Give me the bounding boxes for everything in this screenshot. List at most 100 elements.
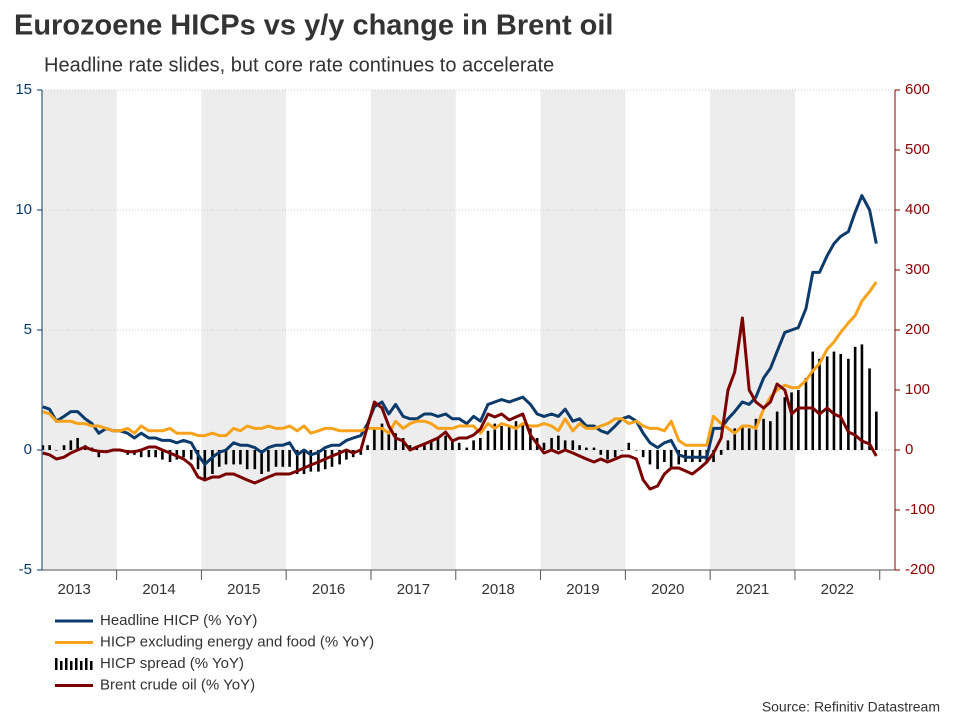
spread-bar: [599, 450, 603, 455]
x-tick-label: 2016: [312, 581, 345, 598]
spread-bar: [457, 442, 461, 450]
spread-bar: [380, 423, 384, 450]
y2-tick-label: 100: [905, 381, 930, 398]
spread-bar: [97, 450, 101, 458]
spread-bar: [762, 418, 765, 450]
spread-bar: [465, 447, 469, 450]
spread-bar: [775, 411, 779, 450]
spread-bar: [875, 411, 878, 450]
y-tick-label: 15: [15, 81, 32, 98]
spread-bar: [394, 433, 397, 450]
spread-bar: [139, 450, 143, 458]
spread-bar: [832, 351, 836, 450]
x-tick-label: 2022: [821, 581, 854, 598]
spread-bar: [281, 450, 285, 467]
spread-bar: [563, 440, 567, 450]
spread-bar: [196, 450, 200, 470]
spread-bar: [302, 450, 306, 474]
y2-tick-label: 500: [905, 141, 930, 158]
spread-bar: [811, 351, 815, 450]
spread-bar: [726, 440, 730, 450]
spread-bar: [345, 450, 348, 460]
spread-bar: [500, 426, 503, 450]
spread-bar: [232, 450, 235, 465]
y2-tick-label: -200: [905, 561, 935, 578]
spread-bar: [41, 445, 45, 450]
x-tick-label: 2014: [142, 581, 175, 598]
spread-bar: [423, 442, 426, 450]
y2-tick-label: 300: [905, 261, 930, 278]
spread-bar: [669, 450, 673, 470]
x-tick-label: 2021: [736, 581, 769, 598]
spread-bar: [211, 450, 214, 474]
spread-bar: [274, 450, 278, 467]
spread-bar: [189, 450, 193, 460]
spread-bar: [741, 426, 744, 450]
spread-bar: [444, 435, 447, 450]
spread-bar: [754, 418, 758, 450]
spread-bar: [76, 438, 79, 450]
spread-bar: [860, 344, 864, 450]
spread-bar: [769, 421, 772, 450]
spread-bar: [557, 435, 560, 450]
legend-swatch: [85, 658, 88, 670]
spread-bar: [818, 358, 821, 450]
spread-bar: [267, 450, 270, 472]
spread-bar: [48, 445, 51, 450]
year-band: [710, 90, 795, 570]
x-tick-label: 2018: [481, 581, 514, 598]
spread-bar: [309, 450, 313, 472]
spread-bar: [359, 450, 363, 455]
legend-label: Brent crude oil (% YoY): [100, 676, 255, 693]
spread-bar: [295, 450, 299, 474]
spread-bar: [245, 450, 249, 470]
spread-bar: [288, 450, 291, 467]
x-tick-label: 2019: [566, 581, 599, 598]
spread-bar: [825, 356, 829, 450]
x-tick-label: 2013: [58, 581, 91, 598]
legend-swatch: [70, 661, 73, 670]
spread-bar: [656, 450, 659, 470]
spread-bar: [507, 426, 511, 450]
spread-bar: [239, 450, 242, 465]
spread-bar: [648, 450, 652, 465]
chart-title: Eurozoene HICPs vs y/y change in Brent o…: [14, 10, 613, 42]
spread-bar: [55, 450, 58, 451]
spread-bar: [663, 450, 666, 462]
spread-bar: [627, 442, 631, 450]
y-tick-label: 5: [24, 321, 32, 338]
spread-bar: [804, 378, 808, 450]
spread-bar: [521, 423, 525, 450]
legend-swatch: [90, 661, 93, 670]
spread-bar: [486, 430, 490, 450]
x-tick-label: 2015: [227, 581, 260, 598]
chart-subtitle: Headline rate slides, but core rate cont…: [44, 54, 554, 76]
spread-bar: [62, 445, 66, 450]
spread-bar: [613, 450, 617, 458]
y2-tick-label: 600: [905, 81, 930, 98]
source: Source: Refinitiv Datastream: [762, 699, 940, 715]
spread-bar: [606, 450, 609, 460]
spread-bar: [529, 428, 532, 450]
spread-bar: [592, 447, 596, 450]
spread-bar: [790, 392, 793, 450]
spread-bar: [451, 440, 454, 450]
series-line: [42, 194, 878, 466]
spread-bar: [677, 450, 681, 465]
spread-bar: [472, 440, 475, 450]
legend-swatch: [65, 658, 68, 670]
legend-label: HICP spread (% YoY): [100, 655, 244, 672]
spread-bar: [479, 438, 482, 450]
spread-bar: [493, 423, 497, 450]
spread-bar: [182, 450, 185, 458]
spread-bar: [797, 390, 800, 450]
spread-bar: [253, 450, 257, 470]
legend-swatch: [75, 658, 78, 670]
spread-bar: [168, 450, 172, 462]
legend-swatch: [55, 658, 58, 670]
series-line: [42, 281, 878, 447]
legend-label: Headline HICP (% YoY): [100, 612, 257, 629]
x-tick-label: 2017: [397, 581, 430, 598]
spread-bar: [224, 450, 228, 465]
legend-swatch: [80, 661, 83, 670]
